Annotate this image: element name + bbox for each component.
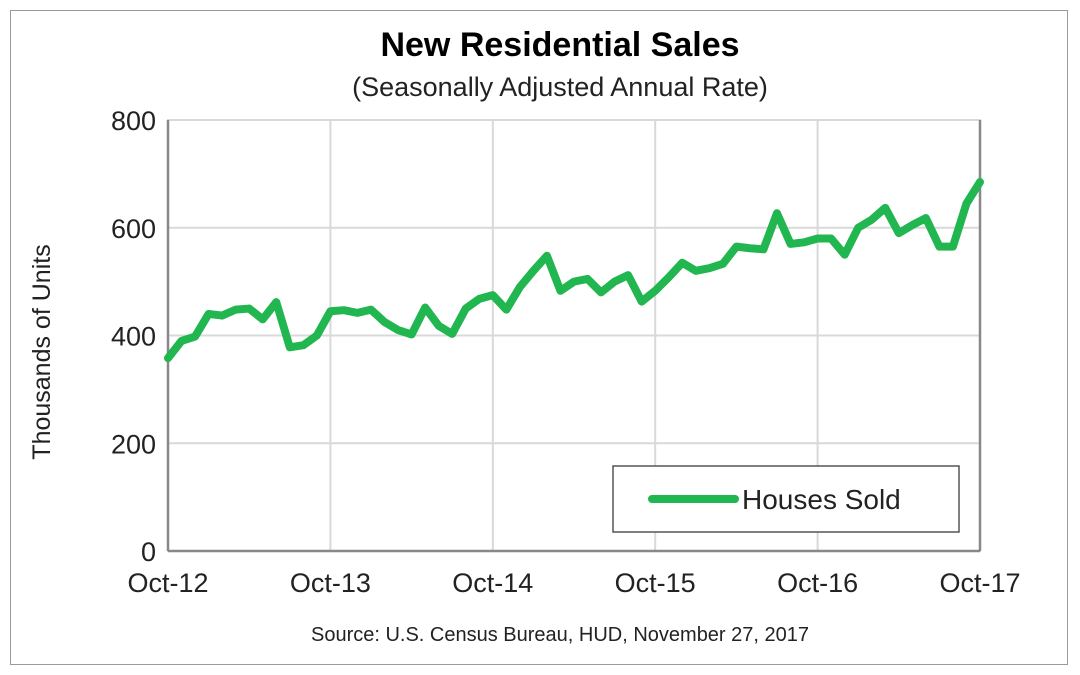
y-axis-label: Thousands of Units — [28, 244, 56, 459]
chart-title: New Residential Sales — [380, 26, 739, 64]
x-tick-label: Oct-13 — [290, 568, 371, 598]
legend-box — [612, 465, 960, 533]
series-line — [164, 177, 984, 363]
x-tick-label: Oct-14 — [452, 568, 533, 598]
chart-frame — [10, 10, 1068, 665]
x-tick-label: Oct-15 — [615, 568, 696, 598]
x-tick-label: Oct-12 — [127, 568, 208, 598]
y-tick-label: 800 — [111, 106, 156, 136]
x-tick-label: Oct-17 — [939, 568, 1020, 598]
y-tick-label: 0 — [141, 537, 156, 567]
x-tick-label: Oct-16 — [777, 568, 858, 598]
y-tick-label: 600 — [111, 214, 156, 244]
chart-subtitle: (Seasonally Adjusted Annual Rate) — [352, 72, 768, 102]
source-note: Source: U.S. Census Bureau, HUD, Novembe… — [311, 624, 809, 646]
y-tick-label: 200 — [111, 429, 156, 459]
y-tick-label: 400 — [111, 322, 156, 352]
legend: Houses Sold — [612, 465, 960, 533]
legend-label: Houses Sold — [742, 484, 901, 515]
